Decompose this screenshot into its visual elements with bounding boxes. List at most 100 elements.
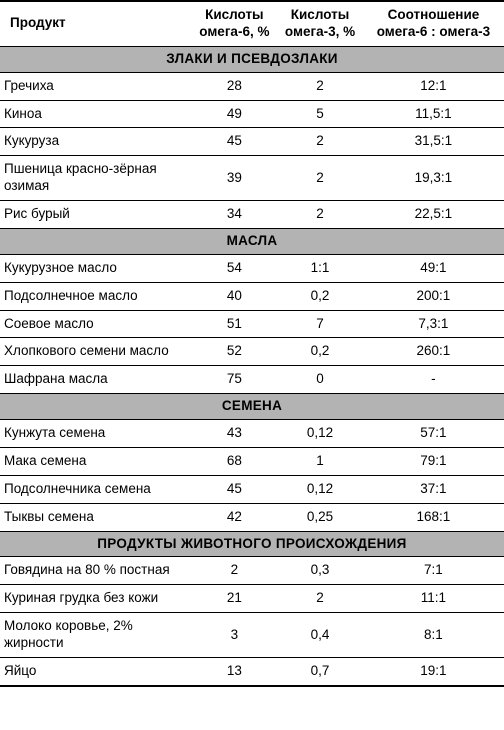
cell-omega3: 2 (277, 72, 363, 100)
cell-ratio: - (363, 366, 504, 394)
table-row: Хлопкового семени масло520,2260:1 (0, 338, 504, 366)
cell-omega3: 0,2 (277, 338, 363, 366)
cell-omega3: 0,12 (277, 475, 363, 503)
col-header-omega3: Кислоты омега-3, % (277, 1, 363, 46)
table-row: Шафрана масла750- (0, 366, 504, 394)
cell-omega6: 21 (192, 585, 278, 613)
cell-product: Соевое масло (0, 310, 192, 338)
table-row: Киноа49511,5:1 (0, 100, 504, 128)
cell-omega6: 45 (192, 128, 278, 156)
header-row: Продукт Кислоты омега-6, % Кислоты омега… (0, 1, 504, 46)
cell-omega3: 0,7 (277, 657, 363, 685)
table-row: Подсолнечное масло400,2200:1 (0, 282, 504, 310)
cell-product: Подсолнечное масло (0, 282, 192, 310)
cell-omega6: 2 (192, 557, 278, 585)
cell-omega3: 0,12 (277, 420, 363, 448)
section-title: МАСЛА (0, 228, 504, 254)
cell-omega6: 49 (192, 100, 278, 128)
cell-product: Кукурузное масло (0, 254, 192, 282)
cell-omega3: 2 (277, 128, 363, 156)
section-header: СЕМЕНА (0, 394, 504, 420)
table-row: Гречиха28212:1 (0, 72, 504, 100)
table-row: Мака семена68179:1 (0, 447, 504, 475)
cell-omega6: 42 (192, 503, 278, 531)
cell-ratio: 31,5:1 (363, 128, 504, 156)
cell-product: Молоко коровье, 2% жирности (0, 613, 192, 658)
cell-omega3: 2 (277, 585, 363, 613)
cell-ratio: 11:1 (363, 585, 504, 613)
section-title: СЕМЕНА (0, 394, 504, 420)
section-header: ПРОДУКТЫ ЖИВОТНОГО ПРОИСХОЖДЕНИЯ (0, 531, 504, 557)
cell-omega6: 13 (192, 657, 278, 685)
cell-ratio: 19,3:1 (363, 156, 504, 201)
table-row: Рис бурый34222,5:1 (0, 201, 504, 229)
cell-omega6: 52 (192, 338, 278, 366)
section-title: ПРОДУКТЫ ЖИВОТНОГО ПРОИСХОЖДЕНИЯ (0, 531, 504, 557)
cell-omega3: 7 (277, 310, 363, 338)
cell-ratio: 37:1 (363, 475, 504, 503)
cell-product: Мака семена (0, 447, 192, 475)
cell-omega6: 3 (192, 613, 278, 658)
cell-omega6: 28 (192, 72, 278, 100)
cell-omega3: 1 (277, 447, 363, 475)
cell-ratio: 79:1 (363, 447, 504, 475)
cell-omega3: 5 (277, 100, 363, 128)
table-row: Подсолнечника семена450,1237:1 (0, 475, 504, 503)
col-header-omega6: Кислоты омега-6, % (192, 1, 278, 46)
cell-product: Хлопкового семени масло (0, 338, 192, 366)
cell-omega6: 43 (192, 420, 278, 448)
cell-product: Пшеница красно-зёрная озимая (0, 156, 192, 201)
table-row: Кукуруза45231,5:1 (0, 128, 504, 156)
cell-ratio: 11,5:1 (363, 100, 504, 128)
cell-product: Гречиха (0, 72, 192, 100)
cell-product: Говядина на 80 % постная (0, 557, 192, 585)
cell-omega6: 51 (192, 310, 278, 338)
cell-product: Рис бурый (0, 201, 192, 229)
table-row: Соевое масло5177,3:1 (0, 310, 504, 338)
cell-omega3: 0,4 (277, 613, 363, 658)
cell-product: Подсолнечника семена (0, 475, 192, 503)
cell-omega6: 45 (192, 475, 278, 503)
col-header-ratio: Соотношение омега-6 : омега-3 (363, 1, 504, 46)
table-row: Куриная грудка без кожи21211:1 (0, 585, 504, 613)
cell-ratio: 8:1 (363, 613, 504, 658)
cell-ratio: 22,5:1 (363, 201, 504, 229)
cell-omega3: 1:1 (277, 254, 363, 282)
cell-omega6: 75 (192, 366, 278, 394)
cell-ratio: 12:1 (363, 72, 504, 100)
table-row: Кукурузное масло541:149:1 (0, 254, 504, 282)
cell-omega6: 40 (192, 282, 278, 310)
cell-omega3: 0,3 (277, 557, 363, 585)
cell-product: Кунжута семена (0, 420, 192, 448)
table-row: Яйцо130,719:1 (0, 657, 504, 685)
cell-omega6: 39 (192, 156, 278, 201)
section-header: ЗЛАКИ И ПСЕВДОЗЛАКИ (0, 46, 504, 72)
table-row: Молоко коровье, 2% жирности30,48:1 (0, 613, 504, 658)
cell-product: Яйцо (0, 657, 192, 685)
table-row: Кунжута семена430,1257:1 (0, 420, 504, 448)
cell-product: Кукуруза (0, 128, 192, 156)
cell-ratio: 57:1 (363, 420, 504, 448)
cell-ratio: 200:1 (363, 282, 504, 310)
cell-product: Киноа (0, 100, 192, 128)
cell-omega6: 34 (192, 201, 278, 229)
cell-ratio: 7:1 (363, 557, 504, 585)
cell-product: Тыквы семена (0, 503, 192, 531)
table-row: Тыквы семена420,25168:1 (0, 503, 504, 531)
section-title: ЗЛАКИ И ПСЕВДОЗЛАКИ (0, 46, 504, 72)
cell-ratio: 19:1 (363, 657, 504, 685)
section-header: МАСЛА (0, 228, 504, 254)
cell-ratio: 260:1 (363, 338, 504, 366)
cell-product: Куриная грудка без кожи (0, 585, 192, 613)
table-row: Пшеница красно-зёрная озимая39219,3:1 (0, 156, 504, 201)
cell-ratio: 168:1 (363, 503, 504, 531)
cell-omega3: 0 (277, 366, 363, 394)
cell-ratio: 7,3:1 (363, 310, 504, 338)
omega-table: Продукт Кислоты омега-6, % Кислоты омега… (0, 0, 504, 687)
cell-product: Шафрана масла (0, 366, 192, 394)
cell-omega3: 2 (277, 201, 363, 229)
col-header-product: Продукт (0, 1, 192, 46)
cell-omega3: 0,2 (277, 282, 363, 310)
cell-omega6: 54 (192, 254, 278, 282)
cell-omega3: 2 (277, 156, 363, 201)
